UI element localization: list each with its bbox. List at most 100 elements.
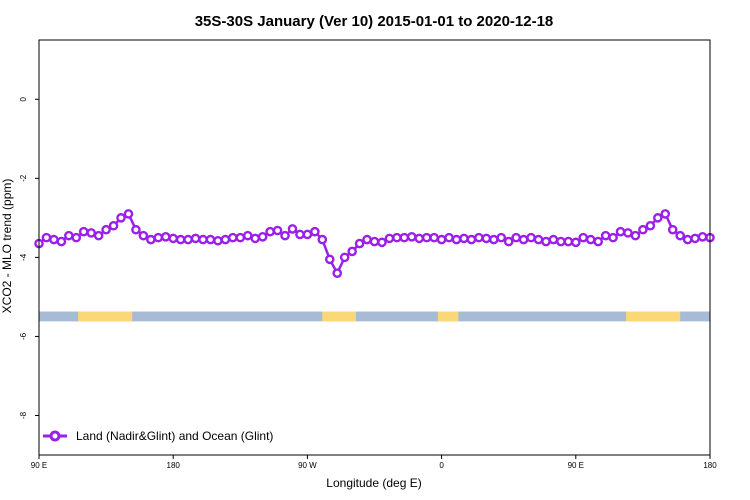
data-point bbox=[242, 230, 253, 241]
data-point bbox=[474, 232, 484, 243]
y-tick-label: -6 bbox=[19, 332, 28, 340]
data-point bbox=[198, 234, 208, 245]
data-point bbox=[250, 233, 261, 244]
data-point bbox=[86, 228, 96, 238]
x-axis: 90 E 180 90 W 0 90 E 180 bbox=[31, 455, 717, 470]
data-point bbox=[257, 232, 268, 242]
data-point bbox=[697, 232, 708, 242]
data-point bbox=[675, 230, 685, 241]
data-point bbox=[347, 246, 357, 257]
data-point bbox=[600, 230, 611, 241]
legend: Land (Nadir&Glint) and Ocean (Glint) bbox=[43, 429, 273, 443]
data-point bbox=[265, 226, 275, 237]
x-tick-label: 90 W bbox=[298, 461, 317, 470]
data-point bbox=[123, 209, 134, 219]
x-tick-label: 180 bbox=[703, 461, 717, 470]
data-point bbox=[429, 232, 439, 243]
data-point bbox=[444, 232, 454, 243]
data-point bbox=[377, 237, 387, 248]
data-point bbox=[638, 224, 648, 235]
data-point bbox=[481, 233, 492, 244]
data-point bbox=[630, 230, 641, 241]
plot-frame bbox=[38, 39, 711, 456]
data-point bbox=[324, 254, 335, 265]
data-point bbox=[682, 234, 693, 245]
data-point bbox=[399, 232, 410, 243]
x-axis-label: Longitude (deg E) bbox=[326, 476, 421, 490]
data-point bbox=[310, 226, 320, 237]
data-point bbox=[667, 224, 678, 235]
data-point bbox=[608, 232, 618, 243]
land-patch bbox=[78, 311, 133, 322]
data-point bbox=[295, 229, 305, 240]
data-point bbox=[556, 236, 566, 247]
data-point bbox=[220, 234, 231, 245]
data-point bbox=[64, 230, 74, 241]
data-point bbox=[384, 233, 395, 244]
data-point bbox=[653, 213, 663, 223]
data-point bbox=[421, 232, 432, 243]
data-point bbox=[108, 220, 119, 231]
data-point bbox=[332, 268, 343, 278]
data-point bbox=[49, 234, 59, 245]
data-point bbox=[235, 232, 246, 243]
data-point bbox=[541, 236, 551, 247]
land-patch bbox=[437, 311, 459, 322]
data-point bbox=[571, 237, 581, 248]
data-point bbox=[503, 236, 514, 247]
data-point bbox=[623, 228, 633, 238]
y-tick-label: -4 bbox=[19, 253, 28, 261]
chart-title: 35S-30S January (Ver 10) 2015-01-01 to 2… bbox=[195, 13, 554, 30]
data-point bbox=[369, 236, 380, 247]
legend-marker bbox=[49, 430, 61, 442]
data-point bbox=[138, 230, 149, 241]
y-tick-label: -2 bbox=[19, 174, 28, 182]
data-point bbox=[362, 234, 372, 245]
data-point bbox=[354, 238, 365, 249]
data-point bbox=[496, 232, 507, 243]
data-point bbox=[690, 233, 700, 244]
data-point bbox=[511, 232, 521, 243]
y-tick-label: -8 bbox=[19, 411, 28, 419]
y-axis: 0 -2 -4 -6 -8 bbox=[19, 97, 39, 419]
ocean-band bbox=[39, 311, 710, 322]
data-point bbox=[466, 234, 477, 245]
data-point bbox=[302, 229, 313, 240]
data-point bbox=[436, 234, 447, 245]
data-point bbox=[41, 232, 52, 243]
x-tick-label: 0 bbox=[439, 461, 444, 470]
x-tick-label: 90 E bbox=[568, 461, 584, 470]
data-point bbox=[563, 236, 574, 247]
data-point bbox=[406, 232, 417, 242]
data-point bbox=[175, 234, 186, 245]
data-point bbox=[168, 233, 178, 244]
x-tick-label: 180 bbox=[167, 461, 181, 470]
data-point bbox=[93, 230, 104, 241]
data-point bbox=[183, 234, 193, 245]
data-point bbox=[280, 230, 290, 241]
data-point bbox=[518, 234, 529, 245]
data-point bbox=[459, 233, 469, 244]
data-point bbox=[272, 225, 283, 236]
data-point bbox=[153, 232, 164, 243]
plot-area bbox=[34, 209, 715, 322]
data-point bbox=[488, 234, 499, 245]
y-tick-label: 0 bbox=[19, 97, 28, 102]
data-point bbox=[548, 234, 559, 245]
data-point bbox=[414, 233, 425, 244]
data-point bbox=[213, 235, 223, 246]
y-axis-label: XCO2 - MLO trend (ppm) bbox=[0, 179, 14, 314]
data-point bbox=[71, 232, 82, 243]
data-point bbox=[317, 234, 328, 245]
land-patch bbox=[626, 311, 681, 322]
data-point bbox=[205, 234, 216, 245]
x-tick-label: 90 E bbox=[31, 461, 47, 470]
data-point bbox=[160, 232, 171, 242]
legend-label: Land (Nadir&Glint) and Ocean (Glint) bbox=[76, 429, 273, 443]
data-point bbox=[101, 224, 111, 235]
data-point bbox=[116, 213, 126, 223]
data-point bbox=[645, 220, 656, 231]
data-point bbox=[615, 226, 626, 237]
data-point bbox=[660, 209, 671, 219]
data-point bbox=[190, 233, 201, 244]
